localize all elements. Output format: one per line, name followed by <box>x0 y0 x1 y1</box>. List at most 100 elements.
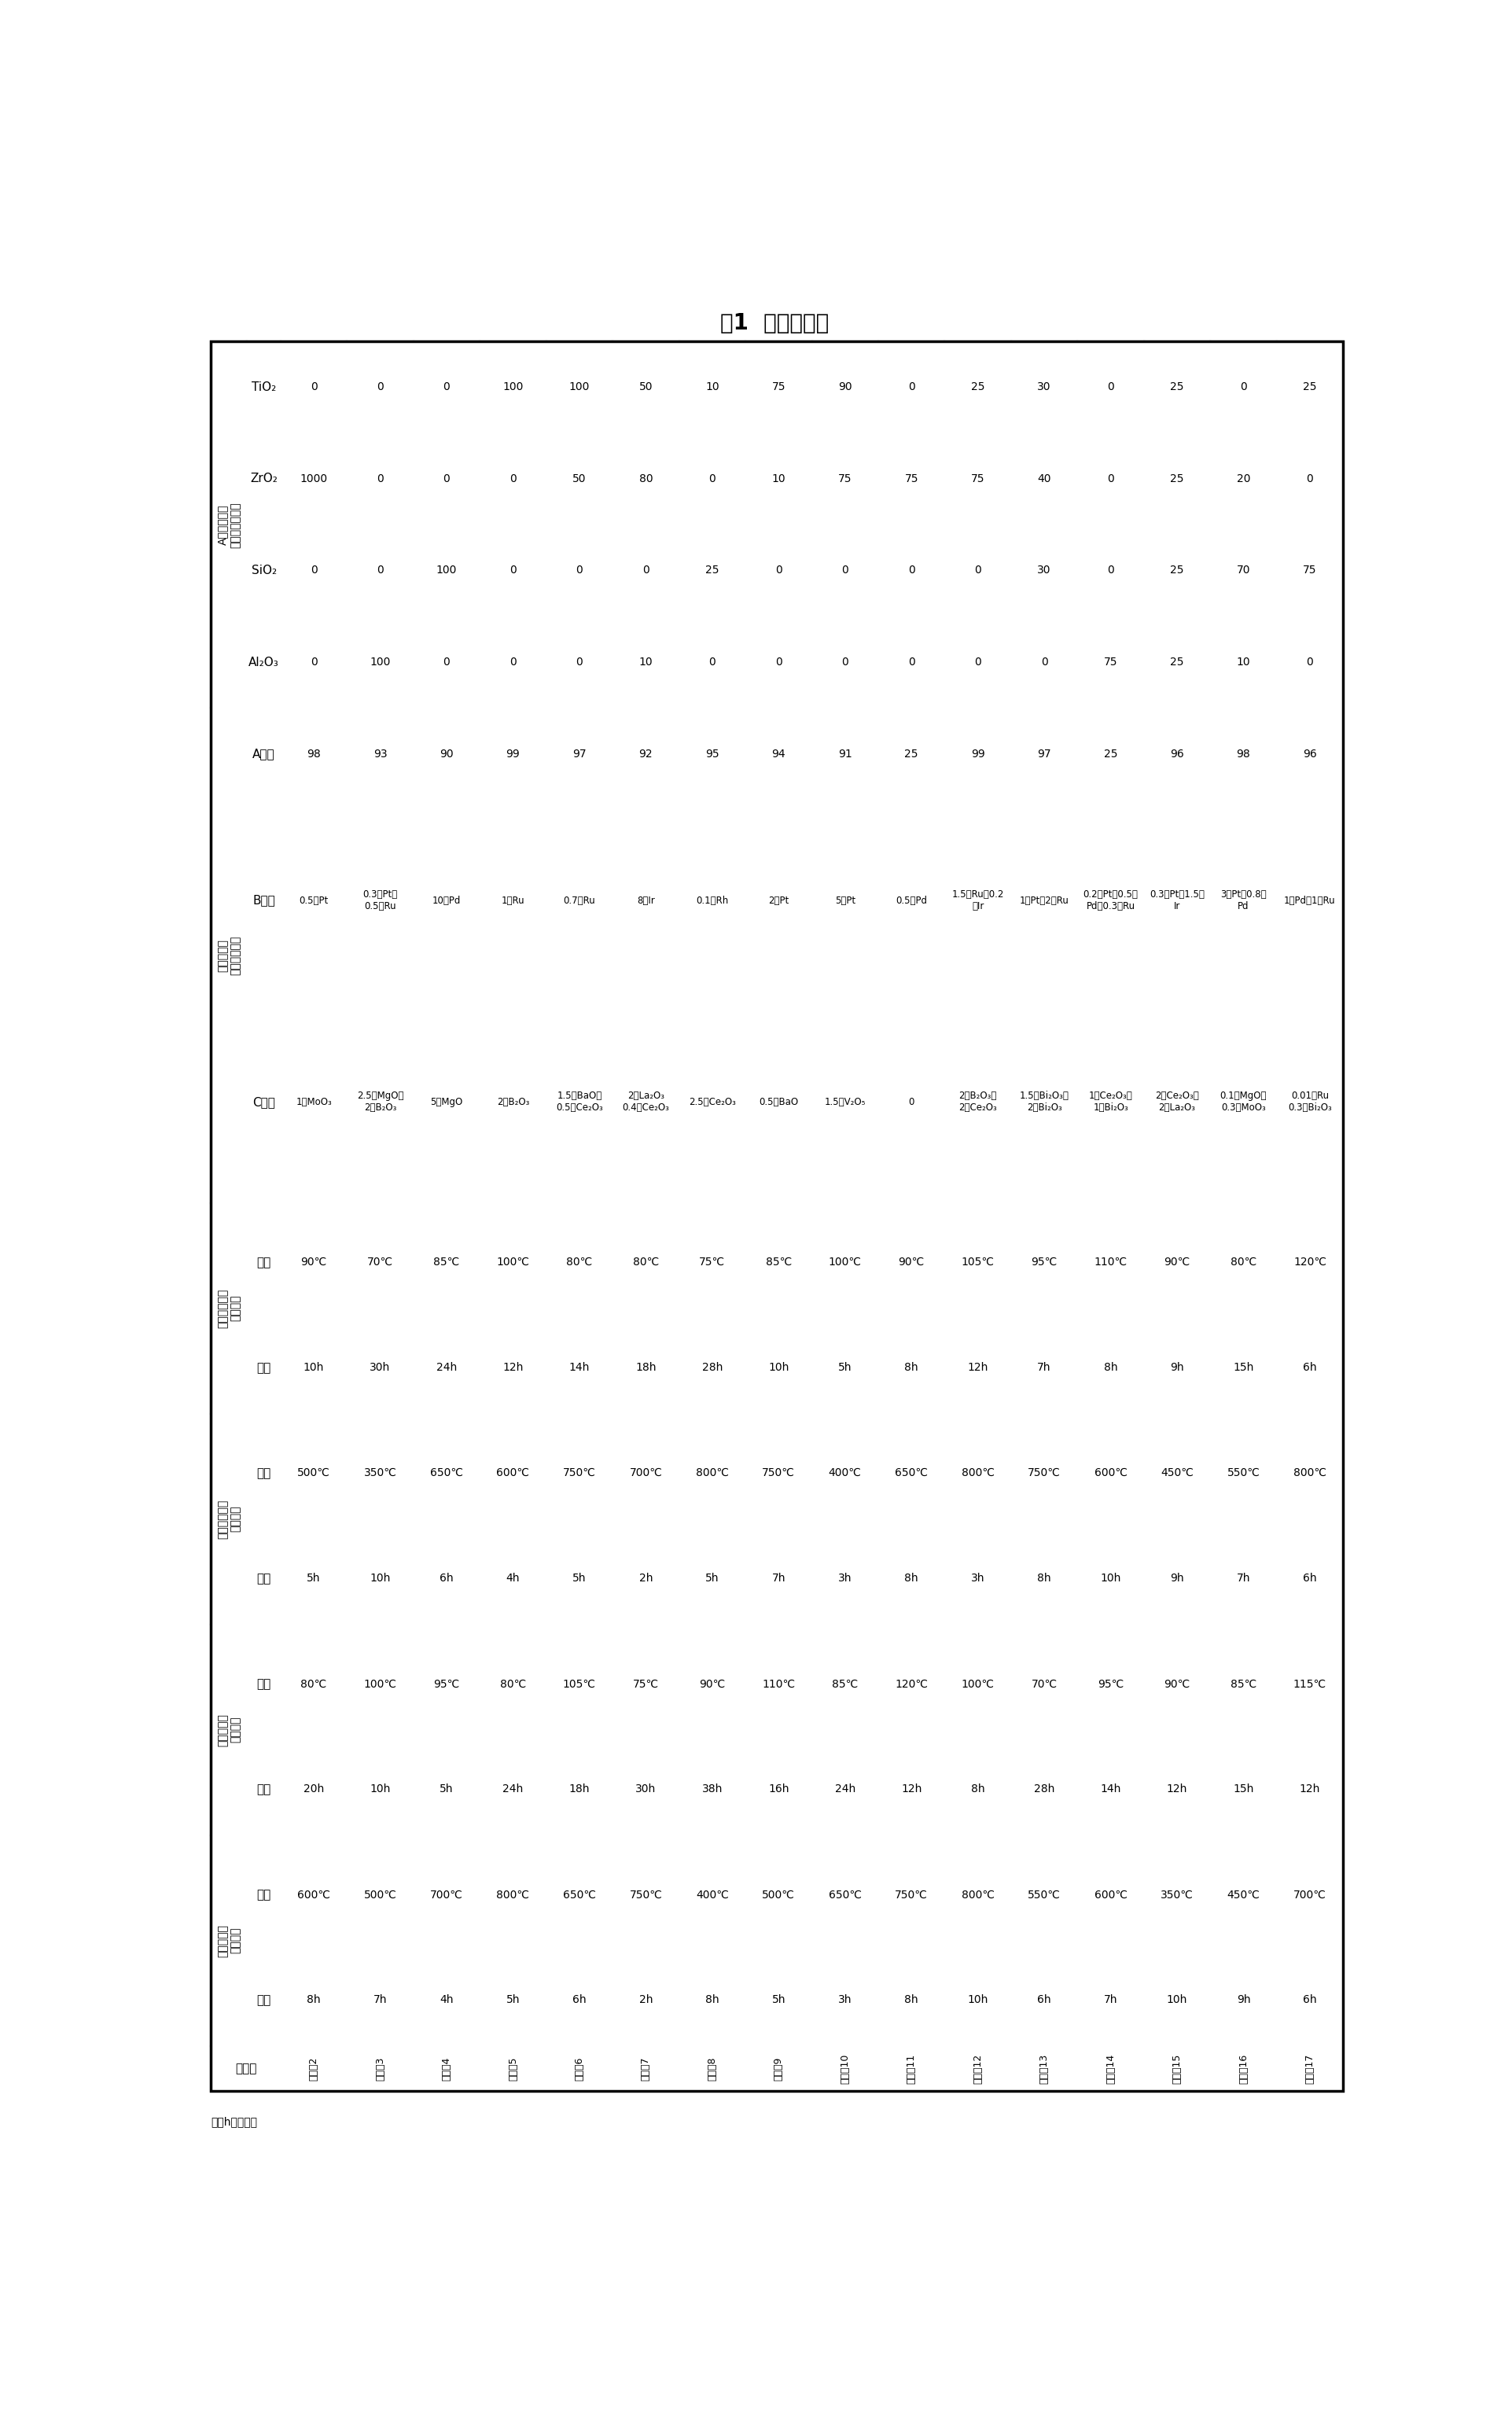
Bar <box>612 342 679 434</box>
Bar <box>612 1413 679 1533</box>
Bar <box>212 2047 281 2090</box>
Text: 40: 40 <box>1037 473 1051 485</box>
Bar <box>413 1743 479 1835</box>
Text: 0: 0 <box>1306 473 1314 485</box>
Text: 2h: 2h <box>640 1572 653 1584</box>
Bar <box>479 342 546 434</box>
Bar <box>546 1413 612 1533</box>
Text: 8h: 8h <box>307 1994 321 2006</box>
Bar <box>281 709 346 800</box>
Text: 0.1份Rh: 0.1份Rh <box>696 894 729 907</box>
Text: 10h: 10h <box>370 1784 390 1794</box>
Bar <box>812 1533 878 1625</box>
Bar <box>546 1203 612 1321</box>
Text: 700℃: 700℃ <box>429 1890 463 1900</box>
Bar <box>745 342 812 434</box>
Bar <box>679 800 745 1001</box>
Bar <box>612 1625 679 1743</box>
Bar <box>346 1533 413 1625</box>
Bar <box>812 709 878 800</box>
Bar <box>479 1533 546 1625</box>
Text: 0.5份Pt: 0.5份Pt <box>299 894 328 907</box>
Bar <box>212 1625 248 1835</box>
Bar <box>612 1321 679 1413</box>
Bar <box>612 800 679 1001</box>
Text: 85℃: 85℃ <box>765 1256 792 1268</box>
Bar <box>1145 1533 1210 1625</box>
Text: 2.5份Ce₂O₃: 2.5份Ce₂O₃ <box>688 1097 736 1107</box>
Text: 10h: 10h <box>968 1994 989 2006</box>
Text: 催化剂组成
（重量份数）: 催化剂组成 （重量份数） <box>218 935 240 974</box>
Bar <box>413 709 479 800</box>
Text: 90: 90 <box>838 381 851 393</box>
Bar <box>346 800 413 1001</box>
Text: 0.3份Pt和1.5份
Ir: 0.3份Pt和1.5份 Ir <box>1149 890 1205 911</box>
Bar <box>1276 2047 1343 2090</box>
Text: 5h: 5h <box>307 1572 321 1584</box>
Bar <box>479 617 546 709</box>
Text: 100℃: 100℃ <box>829 1256 862 1268</box>
Bar <box>812 800 878 1001</box>
Bar <box>413 526 479 617</box>
Bar <box>1145 1625 1210 1743</box>
Bar <box>281 1835 346 1955</box>
Text: 实施例14: 实施例14 <box>1105 2054 1116 2083</box>
Text: 1份Pt和2份Ru: 1份Pt和2份Ru <box>1019 894 1069 907</box>
Bar <box>1078 1955 1145 2047</box>
Text: 1份Pd和1份Ru: 1份Pd和1份Ru <box>1284 894 1335 907</box>
Bar <box>1276 709 1343 800</box>
Text: 75: 75 <box>971 473 984 485</box>
Text: 0: 0 <box>510 656 517 668</box>
Text: 温度: 温度 <box>257 1678 271 1690</box>
Bar <box>878 800 945 1001</box>
Bar <box>878 617 945 709</box>
Bar <box>248 342 281 434</box>
Text: 12h: 12h <box>502 1362 523 1374</box>
Bar <box>945 1835 1012 1955</box>
Bar <box>248 1413 281 1533</box>
Bar <box>1210 1625 1276 1743</box>
Text: 2份Pt: 2份Pt <box>768 894 789 907</box>
Text: 91: 91 <box>838 747 853 759</box>
Bar <box>745 1203 812 1321</box>
Bar <box>346 1001 413 1203</box>
Text: 10h: 10h <box>304 1362 324 1374</box>
Bar <box>679 1955 745 2047</box>
Bar <box>212 709 248 1203</box>
Text: 8h: 8h <box>971 1784 984 1794</box>
Text: 0: 0 <box>1240 381 1247 393</box>
Text: 110℃: 110℃ <box>762 1678 795 1690</box>
Text: 温度: 温度 <box>257 1468 271 1478</box>
Bar <box>945 1203 1012 1321</box>
Bar <box>1210 1955 1276 2047</box>
Bar <box>1012 1835 1078 1955</box>
Bar <box>878 1533 945 1625</box>
Text: 100: 100 <box>437 564 457 576</box>
Text: 0: 0 <box>310 564 318 576</box>
Text: 0: 0 <box>842 656 848 668</box>
Bar <box>479 800 546 1001</box>
Bar <box>1276 1413 1343 1533</box>
Text: 0: 0 <box>576 564 582 576</box>
Bar <box>1276 1321 1343 1413</box>
Text: 550℃: 550℃ <box>1028 1890 1061 1900</box>
Bar <box>546 1743 612 1835</box>
Bar <box>945 617 1012 709</box>
Bar <box>1078 800 1145 1001</box>
Text: Al₂O₃: Al₂O₃ <box>248 656 280 668</box>
Bar <box>745 1625 812 1743</box>
Bar <box>945 1955 1012 2047</box>
Text: 10h: 10h <box>768 1362 789 1374</box>
Bar <box>248 1835 281 1955</box>
Bar <box>546 2047 612 2090</box>
Text: 50: 50 <box>640 381 653 393</box>
Bar <box>1145 1743 1210 1835</box>
Bar <box>281 526 346 617</box>
Bar <box>281 1001 346 1203</box>
Bar <box>248 1625 281 1743</box>
Text: 2h: 2h <box>640 1994 653 2006</box>
Text: 10: 10 <box>705 381 720 393</box>
Bar <box>878 342 945 434</box>
Bar <box>1276 1533 1343 1625</box>
Text: 0: 0 <box>974 656 981 668</box>
